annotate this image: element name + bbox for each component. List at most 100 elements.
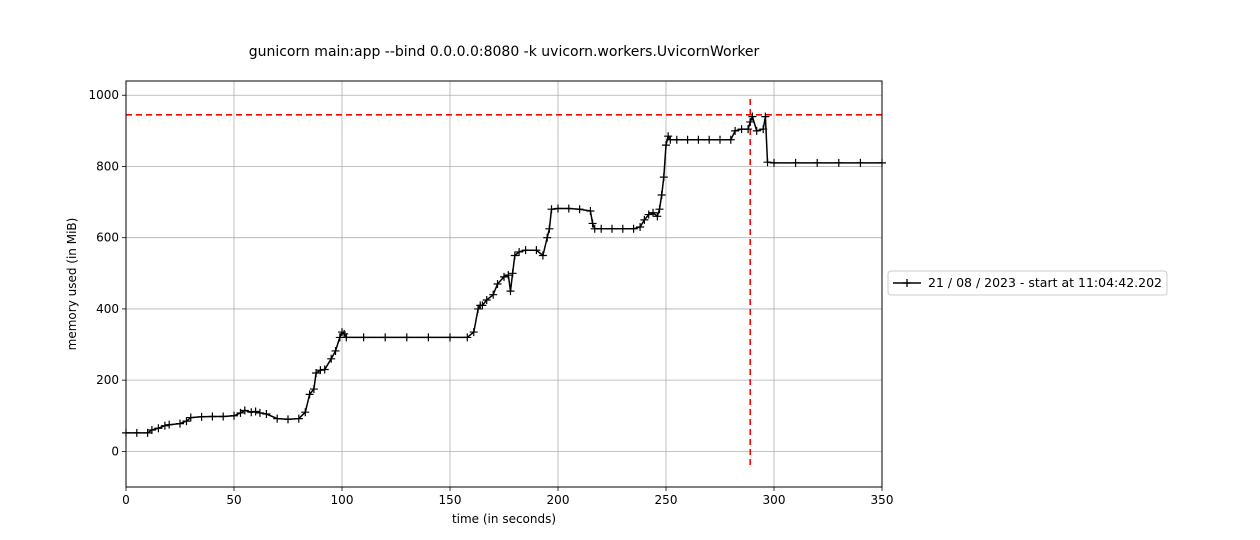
data-point xyxy=(446,333,454,342)
data-point xyxy=(726,135,735,144)
data-point xyxy=(510,251,519,260)
data-point xyxy=(160,421,169,430)
data-point xyxy=(236,408,245,417)
data-point xyxy=(653,212,662,221)
data-point xyxy=(705,135,714,144)
data-point xyxy=(649,208,658,217)
data-point xyxy=(554,204,562,213)
data-point xyxy=(636,223,645,232)
data-point xyxy=(251,407,260,416)
data-point xyxy=(504,271,513,280)
legend-label: 21 / 08 / 2023 - start at 11:04:42.202 xyxy=(928,275,1162,290)
data-point xyxy=(659,173,668,182)
data-point xyxy=(247,408,256,417)
data-point xyxy=(500,272,508,281)
data-point xyxy=(327,354,336,363)
data-point xyxy=(586,206,595,215)
data-point xyxy=(463,333,472,342)
data-point xyxy=(359,333,368,342)
data-point xyxy=(316,366,325,375)
data-point xyxy=(597,224,606,233)
data-point xyxy=(331,346,340,355)
data-point xyxy=(186,413,195,422)
data-point xyxy=(608,224,616,233)
data-point xyxy=(381,333,390,342)
x-tick-label: 100 xyxy=(331,493,354,507)
y-tick-label: 600 xyxy=(96,231,119,245)
data-point xyxy=(240,406,249,415)
data-point xyxy=(309,385,318,394)
data-point xyxy=(694,135,703,144)
data-point xyxy=(262,409,271,418)
series-group xyxy=(122,112,886,437)
data-point xyxy=(132,428,141,437)
data-point xyxy=(255,408,264,417)
data-point xyxy=(655,205,664,214)
data-point xyxy=(493,280,502,288)
data-point xyxy=(506,287,515,296)
data-point xyxy=(508,269,517,278)
y-tick-label: 200 xyxy=(96,373,119,387)
y-axis-label: memory used (in MiB) xyxy=(65,218,79,351)
x-tick-label: 0 xyxy=(122,493,130,507)
data-point xyxy=(154,424,163,433)
data-point xyxy=(644,210,653,219)
data-point xyxy=(716,135,724,144)
y-tick-label: 400 xyxy=(96,302,119,316)
data-point xyxy=(791,158,800,167)
y-axis: 0 200 400 600 800 1000 xyxy=(88,88,126,458)
data-point xyxy=(588,219,597,228)
data-point xyxy=(176,419,184,428)
data-point xyxy=(273,414,282,423)
data-point xyxy=(294,414,303,423)
data-point xyxy=(761,112,770,121)
data-point xyxy=(478,301,487,310)
x-tick-label: 200 xyxy=(547,493,570,507)
data-point xyxy=(657,190,666,199)
x-tick-label: 350 xyxy=(871,493,894,507)
legend-box xyxy=(887,270,1168,296)
data-point xyxy=(532,246,541,255)
data-point xyxy=(230,411,238,420)
data-point xyxy=(301,408,310,417)
data-point xyxy=(208,412,217,421)
data-point xyxy=(320,365,329,374)
data-point xyxy=(662,141,670,150)
data-point xyxy=(342,333,351,342)
chart-title: gunicorn main:app --bind 0.0.0.0:8080 -k… xyxy=(249,44,760,60)
data-point xyxy=(543,233,552,242)
reference-lines xyxy=(126,99,882,468)
data-point xyxy=(640,215,649,224)
data-point xyxy=(744,125,753,134)
data-point xyxy=(575,205,584,214)
data-point xyxy=(759,125,768,134)
data-point xyxy=(752,126,761,135)
x-tick-label: 250 xyxy=(655,493,678,507)
data-point xyxy=(683,135,692,144)
data-point xyxy=(547,205,556,214)
data-point xyxy=(629,224,638,233)
data-point xyxy=(763,158,772,167)
data-point xyxy=(545,224,554,233)
data-point xyxy=(746,117,755,126)
data-point xyxy=(424,333,433,342)
data-point xyxy=(856,158,865,167)
data-point xyxy=(489,290,498,299)
data-point xyxy=(402,333,411,342)
data-point xyxy=(731,126,740,135)
plot-frame xyxy=(125,80,883,488)
data-point xyxy=(770,158,778,167)
data-point xyxy=(219,412,228,421)
data-point xyxy=(469,328,478,337)
legend: 21 / 08 / 2023 - start at 11:04:42.202 xyxy=(887,270,1168,296)
data-point xyxy=(834,158,843,167)
data-point xyxy=(143,428,152,437)
legend-marker-swatch xyxy=(903,279,911,287)
data-point xyxy=(182,417,191,426)
data-point xyxy=(482,296,491,305)
data-point xyxy=(748,112,757,121)
data-point xyxy=(284,415,292,424)
data-point xyxy=(197,412,206,421)
